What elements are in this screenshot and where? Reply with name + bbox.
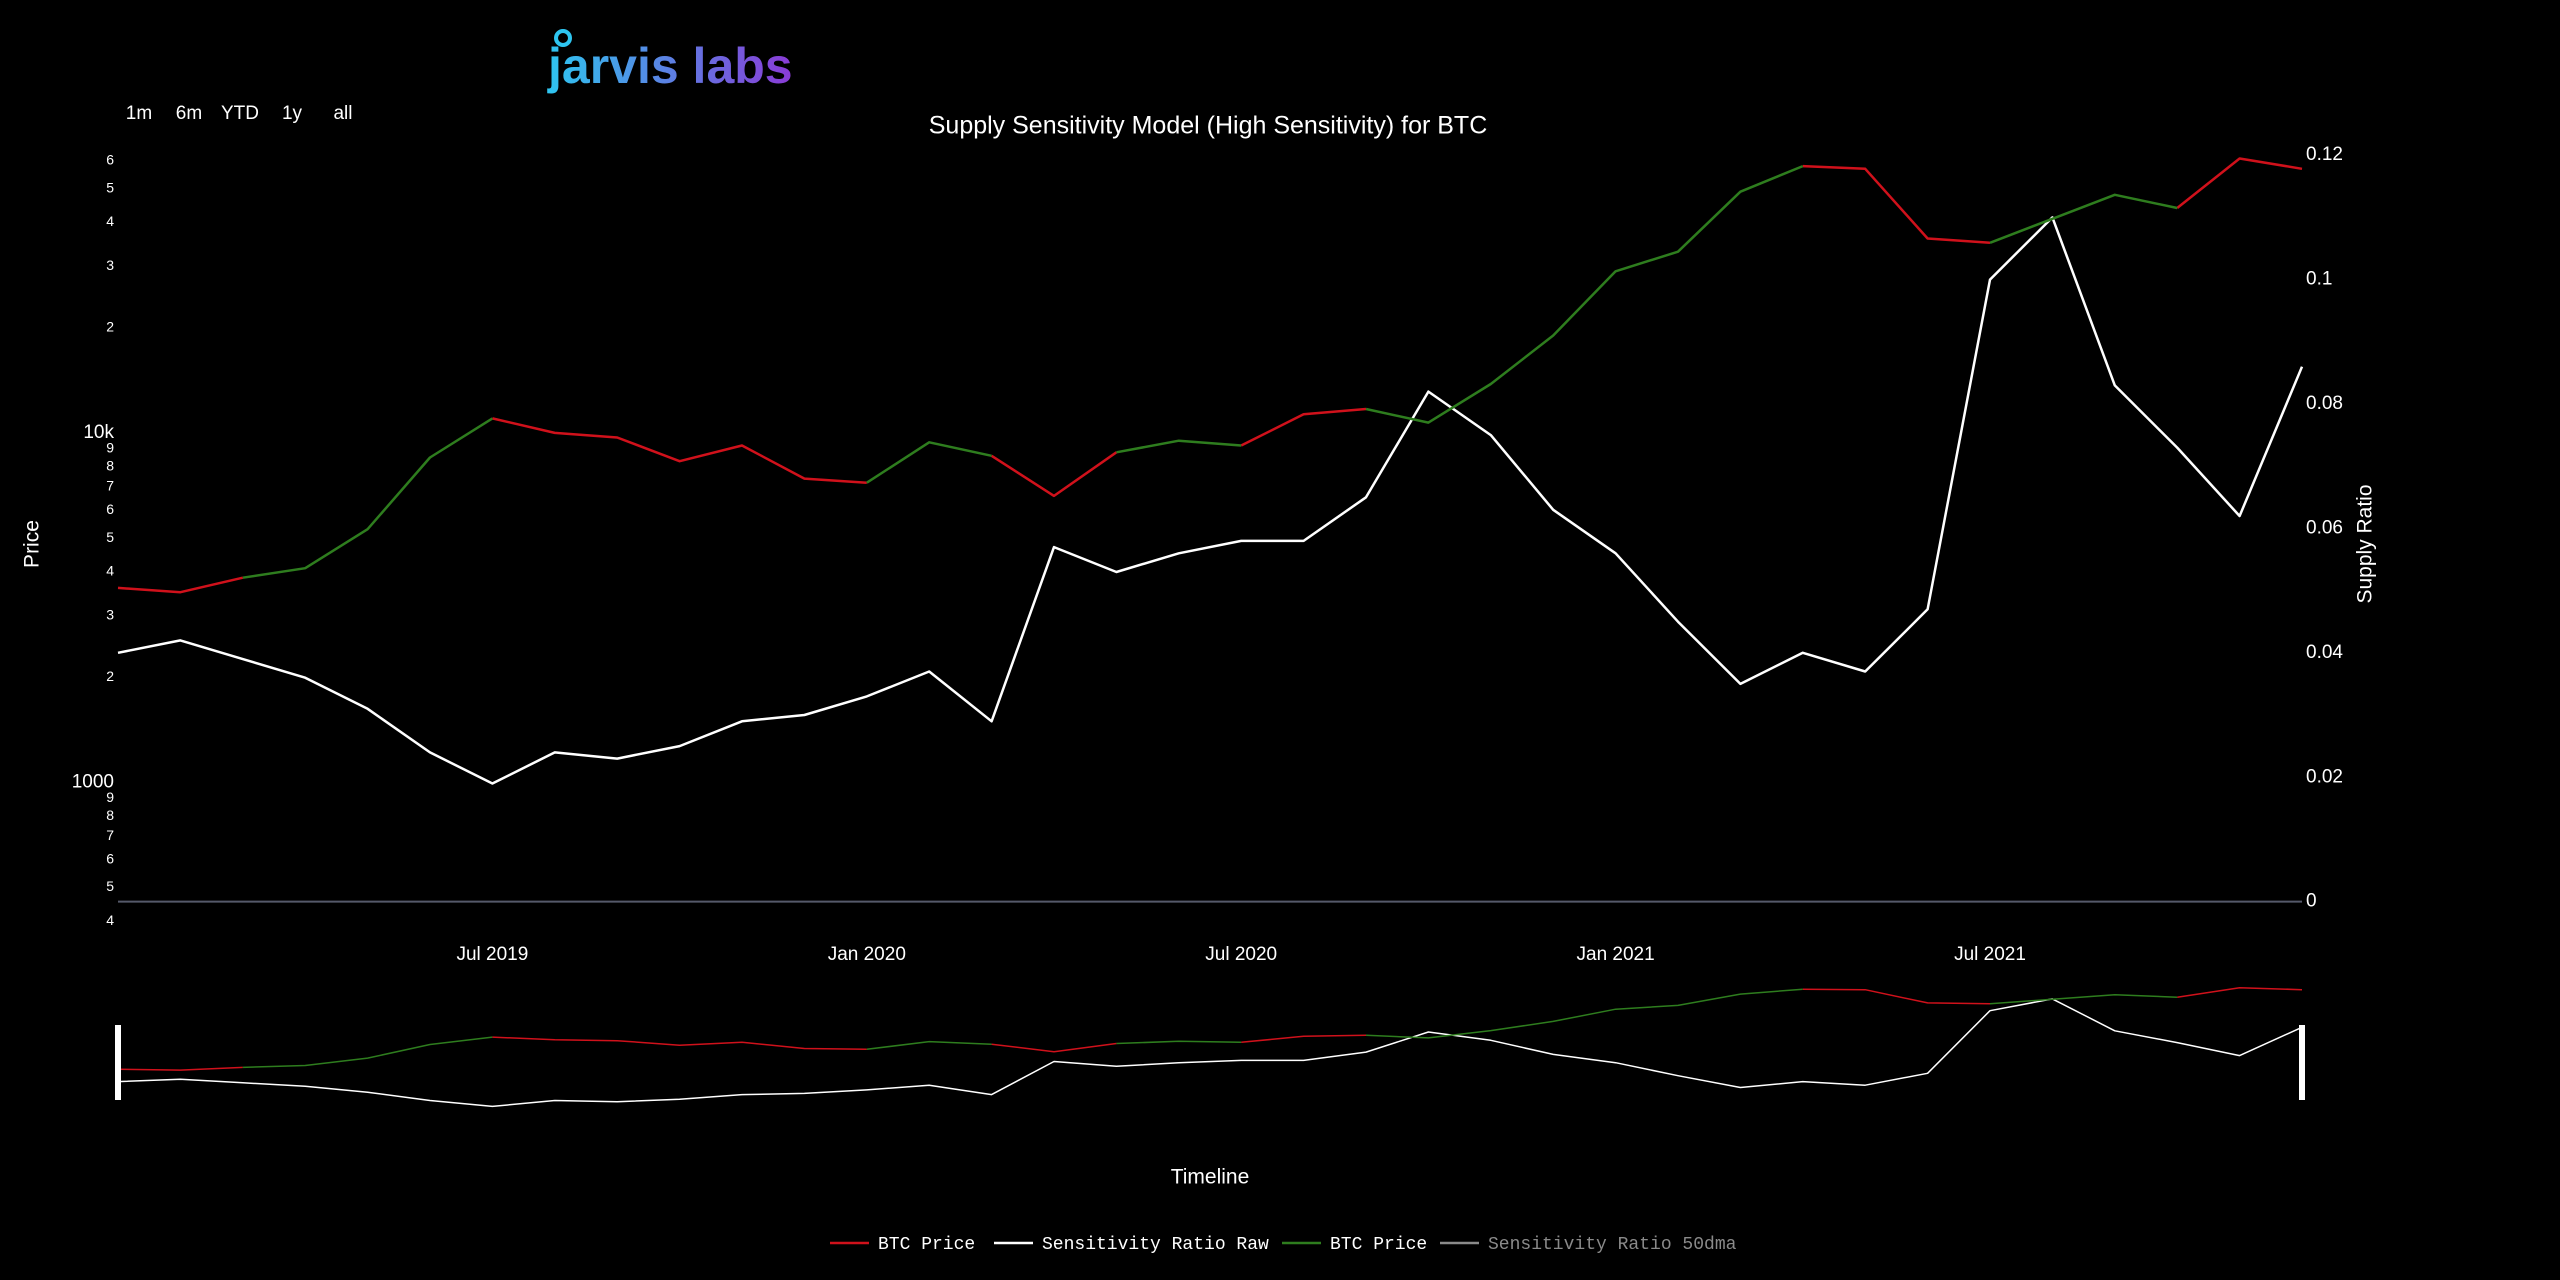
y-tick-label: 9 <box>106 789 114 805</box>
x-tick-label: Jan 2020 <box>828 944 906 965</box>
y2-tick-label: 0.1 <box>2306 269 2332 290</box>
navigator-line <box>117 1066 243 1071</box>
range-button[interactable]: YTD <box>221 103 259 124</box>
y-tick-label: 9 <box>106 440 114 456</box>
y-tick-label: 4 <box>106 213 114 229</box>
y-tick-label: 4 <box>106 912 114 928</box>
x-tick-label: Jul 2019 <box>456 944 528 965</box>
navigator-line <box>1989 993 2178 1005</box>
chart-title: Supply Sensitivity Model (High Sensitivi… <box>929 112 1488 140</box>
series-line <box>1240 407 1367 447</box>
navigator-line <box>991 1042 1117 1053</box>
series-line <box>242 417 494 579</box>
y-axis-label: Price <box>21 520 44 568</box>
y-tick-label: 5 <box>106 179 114 195</box>
navigator-line <box>117 998 2303 1108</box>
legend-item[interactable]: Sensitivity Ratio 50dma <box>1488 1235 1737 1255</box>
y-tick-label: 6 <box>106 501 114 517</box>
navigator-line <box>1802 988 1991 1005</box>
navigator-handle[interactable] <box>115 1025 121 1100</box>
y2-tick-label: 0.04 <box>2306 642 2343 663</box>
navigator-label: Timeline <box>1171 1166 1250 1189</box>
series-line <box>866 441 992 484</box>
series-line <box>1802 164 1991 245</box>
y-tick-label: 6 <box>106 152 114 168</box>
navigator-line <box>492 1036 867 1051</box>
series-line <box>1989 193 2178 244</box>
range-button[interactable]: 1y <box>282 103 303 124</box>
series-line <box>990 451 1118 498</box>
y2-tick-label: 0.08 <box>2306 393 2343 414</box>
x-tick-label: Jan 2021 <box>1577 944 1655 965</box>
series-line <box>492 417 867 484</box>
y2-tick-label: 0.06 <box>2306 517 2343 538</box>
y2-tick-label: 0 <box>2306 891 2317 912</box>
navigator-line <box>1116 1040 1242 1045</box>
series-line <box>117 576 244 594</box>
y2-axis-label: Supply Ratio <box>2354 484 2377 603</box>
y-tick-label: 5 <box>106 878 114 894</box>
navigator-line <box>1241 1034 1367 1044</box>
legend-item[interactable]: BTC Price <box>878 1235 975 1255</box>
x-tick-label: Jul 2020 <box>1205 944 1277 965</box>
y-tick-label: 5 <box>106 529 114 545</box>
series-line <box>117 216 2304 785</box>
y2-tick-label: 0.02 <box>2306 766 2343 787</box>
series-line <box>2176 157 2303 209</box>
navigator-line <box>866 1040 992 1051</box>
y-tick-label: 2 <box>106 668 114 684</box>
x-tick-label: Jul 2021 <box>1954 944 2026 965</box>
y-tick-label: 10k <box>83 422 114 443</box>
legend-item[interactable]: BTC Price <box>1330 1235 1427 1255</box>
range-button[interactable]: 1m <box>126 103 152 124</box>
y-tick-label: 7 <box>106 478 114 494</box>
y-tick-label: 2 <box>106 318 114 334</box>
y-tick-label: 3 <box>106 257 114 273</box>
y-tick-label: 4 <box>106 563 114 579</box>
logo: jarvis labs <box>547 38 793 94</box>
range-button[interactable]: 6m <box>176 103 202 124</box>
legend-item[interactable]: Sensitivity Ratio Raw <box>1042 1235 1269 1255</box>
logo-dot <box>554 29 572 47</box>
y-tick-label: 3 <box>106 606 114 622</box>
series-line <box>1116 439 1242 454</box>
y-tick-label: 6 <box>106 851 114 867</box>
navigator-line <box>2177 986 2303 998</box>
navigator-line <box>242 1036 493 1069</box>
y-tick-label: 7 <box>106 827 114 843</box>
y-tick-label: 8 <box>106 807 114 823</box>
series-line <box>1365 164 1804 424</box>
range-button[interactable]: all <box>333 103 352 124</box>
y-tick-label: 8 <box>106 457 114 473</box>
y2-tick-label: 0.12 <box>2306 144 2343 165</box>
navigator-line <box>1365 988 1803 1039</box>
y-tick-label: 1000 <box>72 771 114 792</box>
navigator-handle[interactable] <box>2299 1025 2305 1100</box>
